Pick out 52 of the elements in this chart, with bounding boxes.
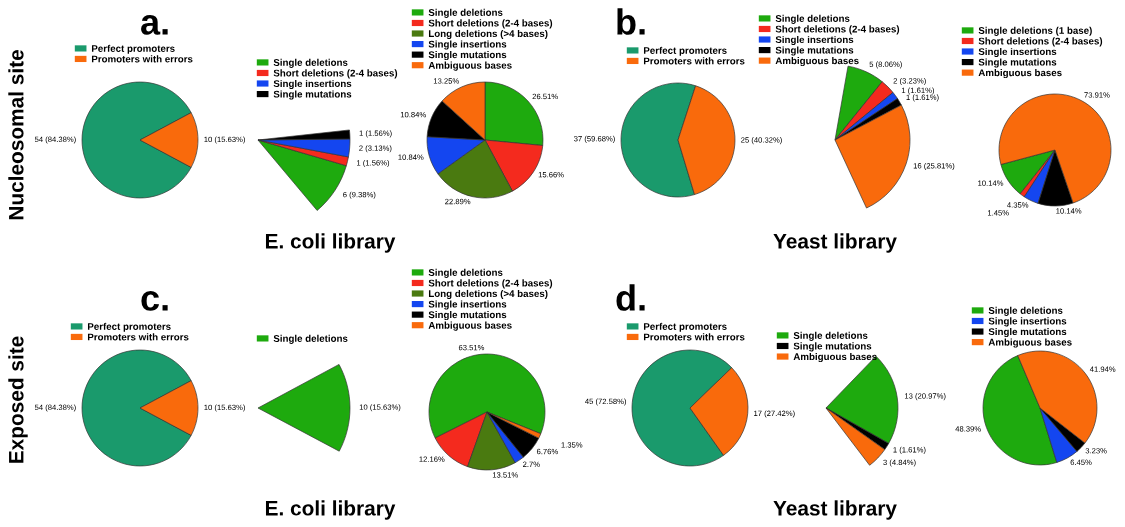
legend-label: Single insertions (428, 40, 507, 50)
legend-label: Perfect promoters (91, 44, 175, 54)
legend-label: Ambiguous bases (793, 352, 877, 363)
legend-label: Single deletions (428, 8, 503, 18)
text: Yeast library (773, 500, 897, 520)
legend-label: Single mutations (775, 46, 854, 56)
legend-label: Single mutations (428, 311, 507, 321)
legend-label: Single insertions (775, 35, 854, 45)
legend-label: Single deletions (1 base) (978, 26, 1092, 36)
legend-label: Ambiguous bases (775, 57, 859, 67)
legend-label: Long deletions (>4 bases) (428, 289, 548, 299)
legend-label: Single deletions (428, 268, 503, 278)
text: E. coli library (265, 500, 396, 520)
legend-label: Perfect promoters (87, 322, 171, 332)
legend-label: Promoters with errors (643, 333, 745, 341)
legend-label: Single deletions (793, 331, 868, 341)
legend-label: Short deletions (2-4 bases) (428, 19, 553, 29)
chart-title: b. (617, 8, 645, 35)
chart-title: c. (141, 291, 168, 311)
legend-label: Single deletions (273, 58, 348, 68)
legend-label: Short deletions (2-4 bases) (978, 37, 1103, 47)
legend-label: Single insertions (273, 79, 352, 89)
legend-label: Ambiguous bases (428, 321, 512, 331)
legend-label: Single mutations (978, 58, 1057, 68)
legend-label: Single insertions (978, 47, 1057, 57)
legend-label: Perfect promoters (643, 46, 727, 56)
legend-label: Single deletions (273, 334, 348, 344)
text: Yeast library (773, 233, 897, 253)
legend-label: Ambiguous bases (428, 61, 512, 71)
chart-title: d. (616, 284, 645, 311)
legend-label: Single mutations (793, 342, 872, 352)
text: Exposed site (8, 336, 28, 463)
legend-label: Promoters with errors (87, 333, 189, 341)
legend-label: Long deletions (>4 bases) (428, 29, 548, 39)
legend-label: Promoters with errors (91, 55, 193, 63)
legend-label: Short deletions (2-4 bases) (775, 25, 900, 35)
text: E. coli library (265, 233, 396, 253)
legend-label: Single insertions (988, 317, 1067, 327)
legend-label: Single mutations (428, 51, 507, 61)
legend-label: Single deletions (775, 14, 850, 24)
legend-label: Ambiguous bases (988, 338, 1072, 348)
legend-label: Single mutations (988, 327, 1067, 338)
chart-title: a. (141, 15, 168, 35)
legend-label: Ambiguous bases (978, 69, 1062, 79)
legend-label: Single mutations (273, 90, 352, 100)
legend-label: Single deletions (988, 306, 1063, 316)
text: Nucleosomal site (8, 50, 24, 220)
legend-label: Single insertions (428, 300, 507, 310)
legend-label: Short deletions (2-4 bases) (428, 279, 553, 289)
legend-label: Perfect promoters (643, 322, 727, 332)
legend-label: Promoters with errors (643, 57, 745, 65)
legend-label: Short deletions (2-4 bases) (273, 69, 398, 79)
